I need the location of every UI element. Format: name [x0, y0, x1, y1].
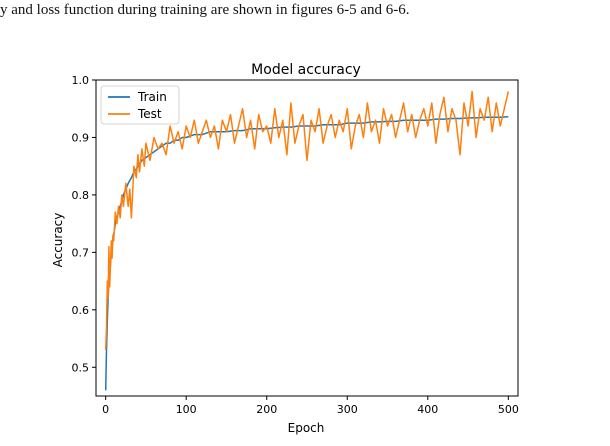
plot-frame — [95, 79, 519, 397]
x-tick-label: 400 — [417, 403, 438, 416]
legend: Train Test — [100, 85, 180, 125]
y-tick-label: 0.5 — [72, 361, 90, 374]
plot-area — [95, 79, 519, 397]
document-text-line: y and loss function during training are … — [0, 2, 410, 18]
y-tick-label: 0.8 — [72, 189, 90, 202]
x-axis-ticks: 0 100 200 300 400 500 — [102, 396, 519, 416]
y-tick-label: 0.7 — [72, 246, 90, 259]
chart-title: Model accuracy — [251, 62, 361, 78]
y-tick-label: 0.6 — [72, 304, 90, 317]
y-axis-label: Accuracy — [51, 213, 65, 268]
legend-label-train: Train — [137, 90, 167, 104]
x-tick-label: 200 — [256, 403, 277, 416]
x-tick-label: 500 — [498, 403, 519, 416]
series-line-test — [104, 90, 510, 351]
y-tick-label: 1.0 — [72, 74, 90, 87]
x-tick-label: 100 — [176, 403, 197, 416]
y-axis-ticks: 0.5 0.6 0.7 0.8 0.9 1.0 — [72, 74, 96, 374]
x-tick-label: 0 — [102, 403, 109, 416]
x-axis-label: Epoch — [288, 421, 325, 435]
y-tick-label: 0.9 — [72, 131, 90, 144]
legend-label-test: Test — [137, 107, 162, 121]
x-tick-label: 300 — [337, 403, 358, 416]
